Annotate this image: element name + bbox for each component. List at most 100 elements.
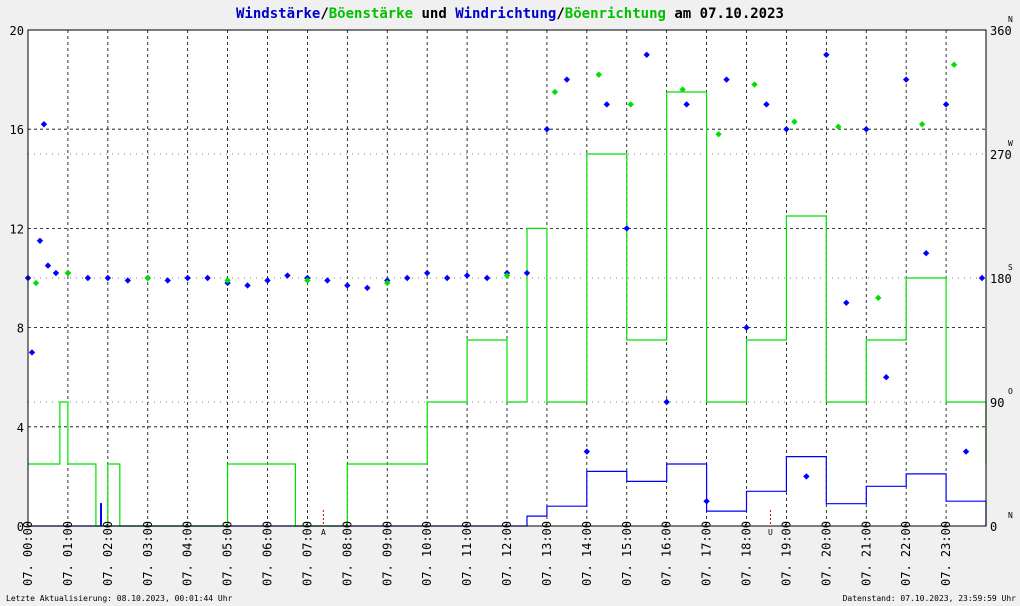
- direction-point: [523, 269, 531, 277]
- x-tick-label: 07. 09:00: [380, 521, 394, 586]
- direction-point: [144, 274, 151, 282]
- direction-point: [922, 250, 930, 257]
- direction-point: [679, 86, 686, 93]
- direction-point: [404, 274, 411, 282]
- chart-title: Windstärke/Böenstärke und Windrichtung/B…: [236, 6, 784, 22]
- title-windrichtung: Windrichtung: [455, 6, 556, 22]
- speed-series-line: [28, 91, 987, 527]
- direction-point: [104, 274, 112, 282]
- direction-point: [423, 269, 431, 277]
- compass-label: W: [1008, 139, 1013, 148]
- footer-last-update: Letzte Aktualisierung: 08.10.2023, 00:01…: [6, 594, 233, 603]
- direction-point: [204, 274, 211, 282]
- direction-point: [164, 277, 171, 284]
- x-tick-label: 07. 16:00: [660, 521, 674, 586]
- direction-point: [803, 473, 810, 480]
- y-right-tick-label: 360: [990, 24, 1012, 38]
- y-right-tick-label: 0: [990, 520, 997, 534]
- y-left-tick-label: 0: [17, 520, 24, 534]
- direction-point: [224, 277, 231, 284]
- direction-point: [875, 294, 882, 302]
- x-tick-label: 07. 22:00: [899, 521, 913, 586]
- direction-point: [683, 101, 690, 108]
- footer-data-status: Datenstand: 07.10.2023, 23:59:59 Uhr: [843, 594, 1017, 603]
- x-tick-label: 07. 21:00: [859, 521, 873, 586]
- x-tick-label: 07. 12:00: [500, 521, 514, 586]
- direction-point: [36, 237, 44, 244]
- x-tick-label: 07. 19:00: [779, 521, 793, 586]
- x-tick-label: 07. 15:00: [620, 521, 634, 586]
- direction-layer: [24, 51, 986, 505]
- direction-point: [324, 277, 331, 284]
- x-tick-label: 07. 04:00: [181, 521, 195, 586]
- direction-point: [743, 324, 750, 331]
- direction-point: [643, 51, 650, 58]
- direction-point: [978, 274, 986, 282]
- title-windstaerke: Windstärke: [236, 6, 320, 22]
- compass-label: N: [1008, 511, 1013, 520]
- direction-point: [44, 262, 52, 269]
- plot-frame: [27, 29, 987, 527]
- title-am: am: [666, 6, 700, 22]
- direction-point: [603, 101, 610, 108]
- x-tick-label: 07. 14:00: [580, 521, 594, 586]
- x-tick-label: 07. 17:00: [700, 521, 714, 586]
- title-und: und: [413, 6, 455, 22]
- x-tick-label: 07. 23:00: [939, 521, 953, 586]
- direction-point: [627, 101, 634, 108]
- direction-point: [84, 274, 92, 282]
- x-tick-label: 07. 02:00: [101, 521, 115, 586]
- x-tick-label: 07. 08:00: [340, 521, 354, 586]
- x-tick-label: 07. 10:00: [420, 521, 434, 586]
- direction-point: [783, 126, 790, 133]
- title-slash1: /: [320, 6, 328, 22]
- x-tick-label: 07. 03:00: [141, 521, 155, 586]
- x-tick-label: 07. 13:00: [540, 521, 554, 586]
- direction-point: [663, 398, 670, 406]
- axes: 07. 00:00 07. 01:00 07. 02:00 07. 03:00 07. …: [10, 15, 1013, 586]
- direction-point: [563, 76, 571, 83]
- x-tick-label: 07. 05:00: [221, 521, 235, 586]
- direction-point: [52, 269, 60, 277]
- direction-point: [40, 121, 48, 128]
- y-left-tick-label: 12: [10, 222, 24, 236]
- event-marker-label: A: [321, 528, 326, 537]
- direction-point: [364, 284, 371, 292]
- direction-point: [184, 274, 191, 282]
- direction-point: [64, 269, 72, 277]
- x-tick-label: 07. 01:00: [61, 521, 75, 586]
- x-tick-label: 07. 00:00: [21, 521, 35, 586]
- title-slash2: /: [556, 6, 564, 22]
- direction-point: [962, 448, 970, 455]
- direction-point: [835, 123, 842, 130]
- title-boenrichtung: Böenrichtung: [565, 6, 666, 22]
- direction-point: [503, 272, 511, 279]
- direction-point: [843, 299, 850, 306]
- direction-point: [942, 101, 950, 108]
- direction-point: [264, 277, 271, 284]
- y-right-tick-label: 270: [990, 148, 1012, 162]
- direction-point: [28, 349, 36, 356]
- x-tick-label: 07. 11:00: [460, 521, 474, 586]
- direction-point: [883, 374, 890, 381]
- direction-point: [763, 101, 770, 108]
- direction-point: [823, 51, 830, 58]
- direction-point: [583, 448, 591, 455]
- y-left-tick-label: 16: [10, 123, 24, 137]
- y-left-tick-label: 8: [17, 322, 24, 336]
- direction-point: [244, 282, 251, 289]
- direction-point: [751, 81, 758, 88]
- compass-label: S: [1008, 263, 1013, 272]
- direction-point: [284, 272, 291, 279]
- x-tick-label: 07. 20:00: [819, 521, 833, 586]
- y-left-tick-label: 4: [17, 421, 24, 435]
- direction-point: [791, 118, 798, 125]
- direction-point: [304, 277, 311, 284]
- x-tick-label: 07. 18:00: [740, 521, 754, 586]
- direction-point: [551, 88, 559, 96]
- direction-point: [543, 126, 551, 133]
- direction-point: [463, 272, 471, 279]
- title-date: 07.10.2023: [700, 6, 784, 22]
- direction-point: [902, 76, 910, 83]
